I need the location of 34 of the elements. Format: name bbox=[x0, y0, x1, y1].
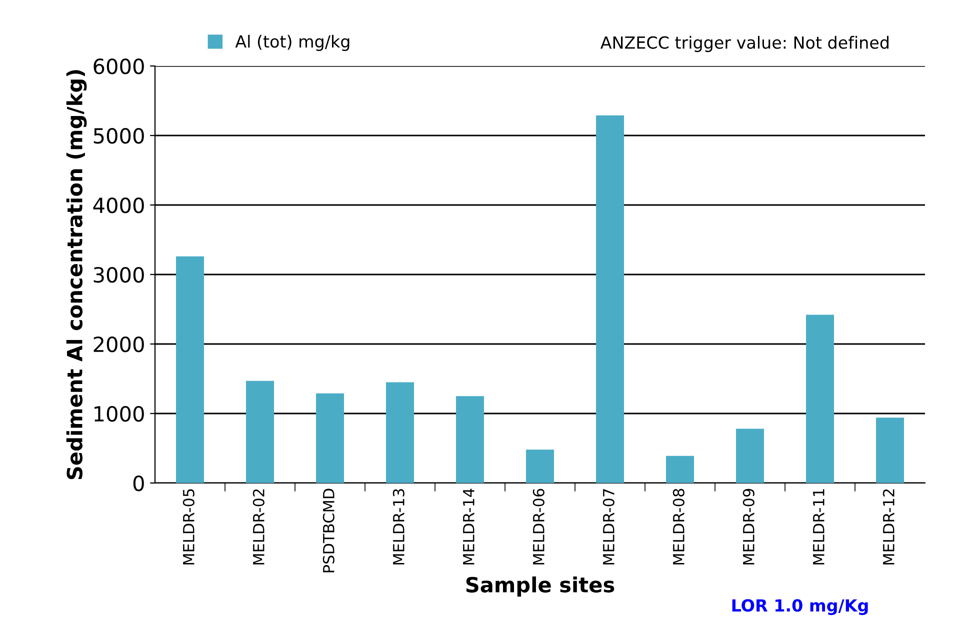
y-tick-label: 6000 bbox=[94, 58, 144, 74]
bar bbox=[386, 382, 414, 483]
x-tick-label: MELDR-13 bbox=[392, 489, 404, 564]
x-axis-title: Sample sites bbox=[466, 576, 614, 597]
bar bbox=[736, 428, 764, 483]
y-tick-label: 0 bbox=[133, 475, 144, 492]
x-tick-label: MELDR-12 bbox=[882, 489, 894, 564]
y-tick-label: 2000 bbox=[94, 336, 144, 352]
x-tick-label: PSDTBCMD bbox=[322, 488, 334, 572]
x-tick-label: MELDR-07 bbox=[602, 489, 614, 564]
legend-label: Al (tot) mg/kg bbox=[235, 34, 350, 51]
bar bbox=[456, 396, 484, 483]
y-axis-title: Sediment Al concentration (mg/kg) bbox=[66, 70, 87, 480]
text: LOR 1.0 mg/Kg bbox=[732, 599, 868, 616]
bar bbox=[666, 456, 694, 483]
text: ANZECC trigger value: Not defined bbox=[600, 36, 888, 52]
x-tick-label: MELDR-14 bbox=[463, 488, 474, 564]
y-tick-label: 4000 bbox=[93, 197, 144, 214]
bar bbox=[316, 393, 344, 483]
x-tick-label: MELDR-05 bbox=[182, 489, 194, 564]
bar bbox=[246, 380, 274, 483]
bar bbox=[806, 314, 834, 483]
bar bbox=[596, 115, 624, 483]
x-tick-label: MELDR-02 bbox=[252, 489, 264, 564]
bar bbox=[876, 418, 904, 483]
x-tick-label: MELDR-08 bbox=[672, 488, 684, 564]
x-tick-label: MELDR-06 bbox=[532, 488, 544, 564]
y-tick-label: 5000 bbox=[94, 128, 144, 144]
y-tick-label: 3000 bbox=[94, 266, 144, 283]
bar bbox=[526, 450, 554, 483]
y-tick-label: 1000 bbox=[94, 406, 144, 422]
bar bbox=[176, 256, 204, 483]
x-tick-label: MELDR-11 bbox=[813, 489, 824, 564]
x-tick-label: MELDR-09 bbox=[742, 488, 754, 564]
